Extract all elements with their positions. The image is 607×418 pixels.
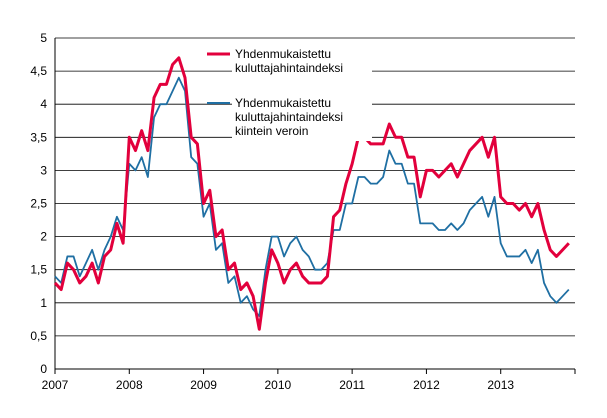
legend-label: Yhdenmukaistettu [235,47,331,61]
y-tick-label: 5 [40,31,47,45]
y-tick-label: 1 [40,296,47,310]
legend-background [232,95,372,141]
series-lines [53,56,570,331]
series-line-hicp-constant-tax [54,76,570,317]
y-tick-label: 2 [40,230,47,244]
x-tick-label: 2009 [190,378,217,392]
series-line-hicp [53,56,570,331]
x-tick-label: 2008 [116,378,143,392]
y-tick-label: 4 [40,97,47,111]
x-tick-label: 2013 [487,378,514,392]
x-tick-label: 2010 [265,378,292,392]
y-tick-label: 0,5 [30,329,47,343]
axes [54,38,576,374]
y-tick-label: 2,5 [30,197,47,211]
gridlines [55,37,575,337]
y-axis-tick-labels: 0 0,5 1 1,5 2 2,5 3 3,5 4 4,5 5 [30,31,47,376]
legend-label: kuluttajahintaindeksi [235,61,343,75]
y-tick-label: 0 [40,362,47,376]
x-tick-label: 2011 [339,378,365,392]
legend-label: Yhdenmukaistettu [235,96,331,110]
x-tick-label: 2007 [42,378,69,392]
y-tick-label: 3,5 [30,130,47,144]
legend-label: kiintein veroin [235,124,308,138]
y-tick-label: 1,5 [30,263,47,277]
x-tick-label: 2012 [413,378,440,392]
legend: YhdenmukaistettukuluttajahintaindeksiYhd… [207,46,372,141]
legend-background [232,46,372,78]
y-tick-label: 4,5 [30,64,47,78]
x-axis-tick-labels: 2007 2008 2009 2010 2011 2012 2013 [42,378,515,392]
legend-label: kuluttajahintaindeksi [235,110,343,124]
y-tick-label: 3 [40,163,47,177]
